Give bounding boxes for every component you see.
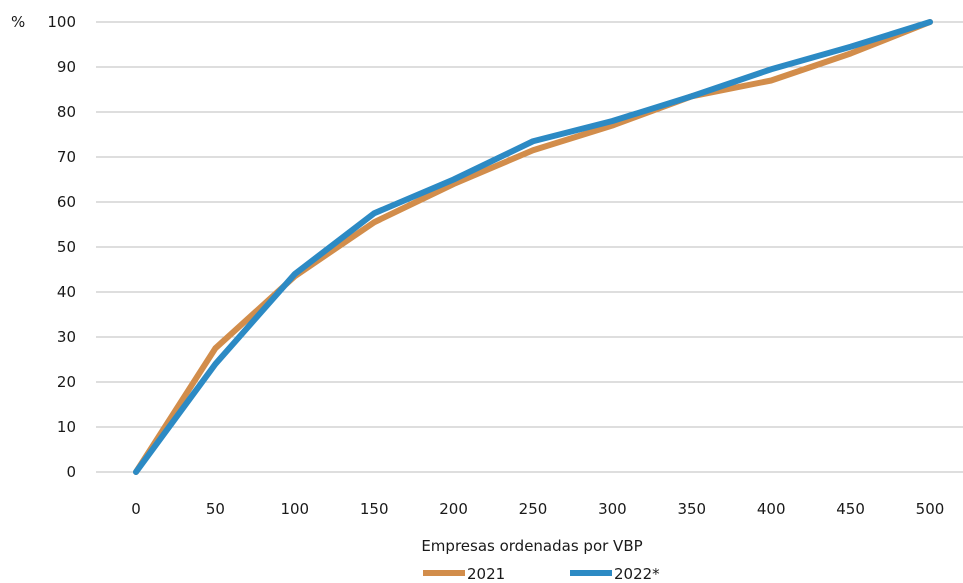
y-tick-label: 90 — [57, 58, 76, 76]
y-tick-label: 30 — [57, 328, 76, 346]
series-lines — [133, 19, 933, 475]
x-axis-label: Empresas ordenadas por VBP — [421, 537, 642, 555]
y-tick-label: 70 — [57, 148, 76, 166]
x-tick-label: 200 — [439, 500, 468, 518]
x-tick-label: 50 — [206, 500, 225, 518]
y-tick-label: 60 — [57, 193, 76, 211]
y-tick-label: 50 — [57, 238, 76, 256]
x-tick-label: 450 — [836, 500, 865, 518]
x-tick-label: 350 — [677, 500, 706, 518]
x-tick-label: 500 — [916, 500, 945, 518]
x-tick-label: 400 — [757, 500, 786, 518]
y-axis-label: % — [11, 13, 25, 31]
legend-label-1: 2022* — [614, 565, 660, 583]
series-line-1 — [133, 19, 933, 475]
x-tick-label: 0 — [131, 500, 141, 518]
y-tick-label: 80 — [57, 103, 76, 121]
y-tick-label: 20 — [57, 373, 76, 391]
gridlines — [96, 21, 963, 473]
y-tick-label: 10 — [57, 418, 76, 436]
y-tick-label: 0 — [66, 463, 76, 481]
y-axis-tick-labels: 0 10 20 30 40 50 60 70 80 90 100 — [47, 13, 76, 481]
x-axis-tick-labels: 0 50 100 150 200 250 300 350 400 450 500 — [131, 500, 944, 518]
x-tick-label: 150 — [360, 500, 389, 518]
legend-label-0: 2021 — [467, 565, 505, 583]
y-tick-label: 100 — [47, 13, 76, 31]
x-tick-label: 250 — [519, 500, 548, 518]
x-tick-label: 300 — [598, 500, 627, 518]
y-tick-label: 40 — [57, 283, 76, 301]
x-tick-label: 100 — [280, 500, 309, 518]
legend: 2021 2022* — [423, 565, 660, 583]
